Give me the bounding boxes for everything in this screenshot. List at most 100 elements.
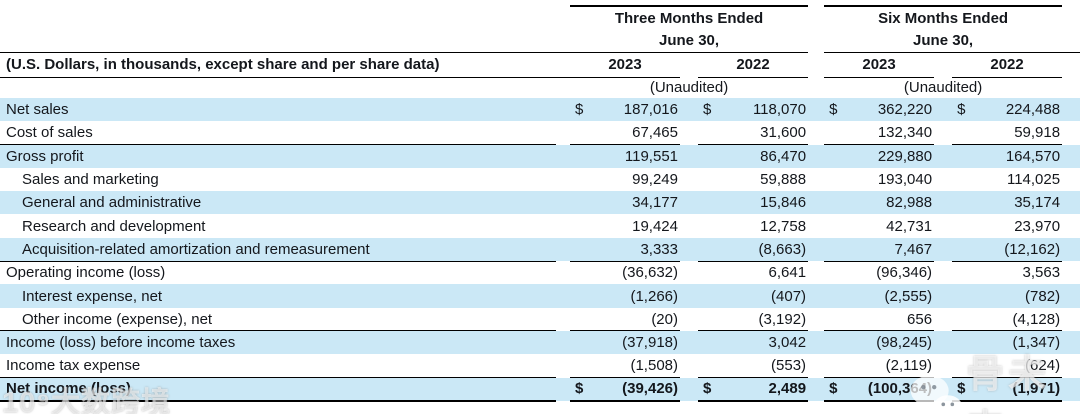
spacer: [808, 52, 824, 77]
spacer: [680, 52, 698, 77]
group-subtitle-three-months: June 30,: [570, 29, 809, 53]
cell-value: 31,600: [760, 124, 807, 142]
dollar-sign: $: [698, 98, 722, 122]
cell-value: 3,042: [722, 330, 809, 355]
cell-value: (4,128): [1012, 310, 1061, 328]
cell-value: 229,880: [848, 144, 935, 168]
spacer: [0, 77, 556, 98]
spacer: [680, 377, 698, 401]
cell-value: (12,162): [976, 237, 1063, 262]
cell-value: (98,245): [848, 330, 935, 355]
dollar-sign: [698, 308, 722, 331]
dollar-sign: [824, 308, 848, 331]
row-label: Net sales: [0, 98, 556, 122]
unit-note: (U.S. Dollars, in thousands, except shar…: [0, 52, 556, 78]
spacer: [556, 168, 570, 191]
dollar-sign: [824, 354, 848, 377]
row-label: Interest expense, net: [0, 284, 556, 308]
dollar-sign: [952, 284, 977, 308]
spacer: [934, 354, 952, 377]
spacer: [808, 29, 824, 52]
dollar-sign: $: [824, 377, 849, 402]
spacer: [680, 214, 698, 237]
dollar-sign: [952, 191, 977, 215]
spacer: [808, 98, 825, 122]
dollar-sign: [952, 260, 977, 285]
cell-value: 67,465: [632, 124, 678, 142]
spacer: [934, 261, 952, 284]
cell-value: (1,347): [976, 330, 1063, 355]
spacer: [934, 168, 952, 191]
spacer: [0, 6, 556, 29]
dollar-sign: [570, 191, 594, 215]
dollar-sign: [824, 191, 849, 215]
dollar-sign: [570, 284, 594, 308]
spacer: [556, 6, 570, 29]
spacer: [556, 308, 570, 331]
dollar-sign: [824, 284, 849, 308]
dollar-sign: [570, 144, 594, 168]
income-statement-table: Three Months Ended Six Months Ended June…: [0, 5, 1080, 402]
spacer: [1062, 98, 1080, 122]
dollar-sign: [824, 121, 848, 144]
dollar-sign: $: [824, 98, 849, 122]
cell-value: 99,249: [632, 171, 678, 189]
group-title-three-months: Three Months Ended: [570, 5, 809, 29]
spacer: [1062, 308, 1080, 331]
spacer: [0, 29, 556, 53]
spacer: [934, 98, 953, 122]
spacer: [934, 284, 953, 308]
cell-value: (2,555): [848, 284, 935, 308]
cell-value: 224,488: [976, 98, 1063, 122]
table-row: Research and development 19,424 12,758 42,7…: [0, 214, 1080, 237]
spacer: [934, 237, 953, 262]
dollar-sign: [698, 214, 722, 237]
table-row: Sales and marketing 99,249 59,888 193,040 11…: [0, 168, 1080, 191]
spacer: [1062, 29, 1080, 53]
cell-value: (39,426): [594, 377, 680, 402]
spacer: [934, 214, 952, 237]
spacer: [680, 144, 698, 168]
cell-value: 7,467: [848, 237, 935, 262]
cell-value: 15,846: [722, 191, 809, 215]
dollar-sign: [824, 168, 848, 191]
spacer: [556, 191, 570, 215]
table-row: Other income (expense), net (20) (3,192) 65…: [0, 308, 1080, 331]
spacer: [1062, 261, 1080, 284]
cell-value: 119,551: [594, 144, 680, 168]
spacer: [556, 284, 570, 308]
table-row: Acquisition-related amortization and rem…: [0, 237, 1080, 262]
dollar-sign: [698, 330, 722, 355]
dollar-sign: [824, 214, 848, 237]
table-row: Net income (loss) $ (39,426) $2,489 $ (100,36…: [0, 377, 1080, 402]
spacer: [808, 144, 825, 168]
dollar-sign: [698, 191, 722, 215]
spacer: [1062, 77, 1080, 98]
row-label: Research and development: [22, 217, 206, 235]
cell-value: (20): [651, 310, 678, 328]
row-label: General and administrative: [0, 191, 556, 215]
table-row: Cost of sales 67,465 31,600 132,340 59,918: [0, 121, 1080, 144]
cell-value: 86,470: [722, 144, 809, 168]
row-label: Acquisition-related amortization and rem…: [0, 237, 556, 262]
cell-value: 362,220: [848, 98, 935, 122]
spacer: [680, 191, 698, 215]
dollar-sign: $: [570, 98, 594, 122]
spacer: [556, 121, 570, 144]
cell-value: 164,570: [976, 144, 1063, 168]
year-header-6m-2022: 2022: [952, 52, 1063, 78]
spacer: [934, 308, 952, 331]
spacer: [1062, 6, 1080, 29]
spacer: [934, 144, 953, 168]
dollar-sign: [952, 121, 976, 144]
dollar-sign: [952, 354, 976, 377]
cell-value: 114,025: [1006, 171, 1061, 189]
cell-value: 132,340: [877, 124, 933, 142]
cell-value: (782): [976, 284, 1063, 308]
table-row: General and administrative 34,177 15,846 82…: [0, 191, 1080, 215]
cell-value: 656: [907, 310, 933, 328]
table-body: Net sales $187,016 $118,070 $362,220 $224,48…: [0, 98, 1080, 402]
cell-value: (553): [771, 357, 807, 375]
cell-value: 34,177: [594, 191, 680, 215]
year-header-row: (U.S. Dollars, in thousands, except shar…: [0, 52, 1080, 78]
